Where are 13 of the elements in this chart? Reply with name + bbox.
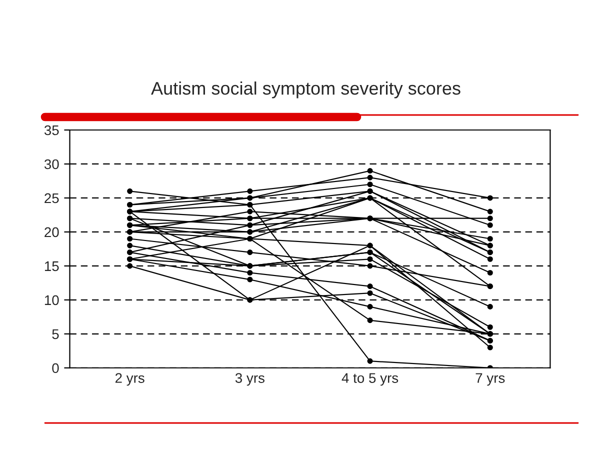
y-tick-label: 0 (52, 363, 59, 374)
x-tick-label: 7 yrs (476, 373, 505, 386)
x-tick-label: 4 to 5 yrs (342, 373, 398, 386)
y-tick-label: 10 (44, 295, 59, 306)
x-tick-label: 3 yrs (235, 373, 264, 386)
x-tick-label: 2 yrs (115, 373, 144, 386)
chart-title: Autism social symptom severity scores (151, 81, 460, 98)
y-tick-label: 30 (44, 159, 59, 170)
y-tick-label: 20 (44, 227, 59, 238)
y-tick-label: 15 (44, 261, 59, 272)
y-tick-label: 25 (44, 193, 59, 204)
y-tick-label: 5 (52, 329, 59, 340)
y-tick-label: 35 (44, 125, 59, 136)
